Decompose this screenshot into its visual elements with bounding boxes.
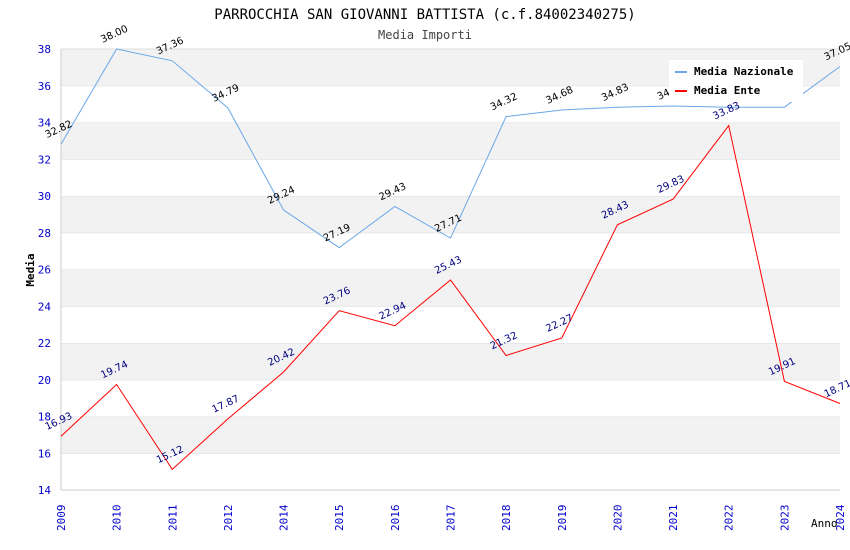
y-tick-label: 24 bbox=[38, 300, 52, 313]
y-axis-ticks: 14 16 18 20 22 24 26 28 30 32 34 36 38 bbox=[38, 43, 52, 497]
chart-title: PARROCCHIA SAN GIOVANNI BATTISTA (c.f.84… bbox=[214, 7, 635, 23]
series-lines bbox=[60, 48, 841, 471]
x-axis-label: Anno bbox=[811, 517, 838, 530]
x-tick-label: 2019 bbox=[556, 505, 569, 532]
grid-band bbox=[61, 416, 840, 454]
y-tick-label: 28 bbox=[38, 227, 51, 240]
legend-label-media-nazionale: Media Nazionale bbox=[694, 65, 794, 78]
grid-band bbox=[61, 159, 840, 196]
x-tick-label: 2024 bbox=[834, 504, 847, 531]
y-tick-label: 14 bbox=[38, 484, 52, 497]
x-tick-label: 2011 bbox=[166, 505, 179, 532]
x-tick-label: 2023 bbox=[778, 505, 791, 532]
grid-band bbox=[61, 343, 840, 380]
x-tick-label: 2014 bbox=[278, 504, 291, 531]
x-tick-label: 2009 bbox=[55, 505, 68, 532]
grid-band bbox=[61, 196, 840, 233]
grid-band bbox=[61, 232, 840, 270]
y-axis-label: Media bbox=[24, 253, 37, 286]
y-tick-label: 18 bbox=[38, 411, 51, 424]
y-tick-label: 20 bbox=[38, 374, 51, 387]
grid-band bbox=[61, 122, 840, 160]
legend-background bbox=[669, 60, 803, 102]
chart-subtitle: Media Importi bbox=[378, 28, 472, 42]
x-tick-label: 2015 bbox=[333, 505, 346, 532]
x-axis-ticks: 2009 2010 2011 2012 2014 2015 2016 2017 2018 2019… bbox=[55, 504, 847, 531]
grid-band bbox=[61, 269, 840, 307]
y-tick-label: 22 bbox=[38, 337, 51, 350]
x-tick-label: 2022 bbox=[723, 505, 736, 532]
x-tick-label: 2018 bbox=[500, 505, 513, 531]
legend: Media Nazionale Media Ente bbox=[669, 60, 803, 102]
x-tick-label: 2020 bbox=[611, 505, 624, 532]
grid-band bbox=[61, 379, 840, 417]
y-tick-label: 30 bbox=[38, 190, 51, 203]
grid-band bbox=[61, 453, 840, 490]
x-tick-label: 2021 bbox=[667, 505, 680, 532]
y-tick-label: 16 bbox=[38, 447, 51, 460]
y-tick-label: 38 bbox=[38, 43, 51, 56]
grid-band bbox=[61, 306, 840, 343]
y-tick-label: 34 bbox=[38, 117, 52, 130]
data-label: 38.00 bbox=[99, 24, 130, 46]
y-tick-label: 36 bbox=[38, 80, 51, 93]
data-label: 34 bbox=[656, 87, 672, 102]
x-tick-label: 2017 bbox=[445, 505, 458, 532]
x-tick-label: 2016 bbox=[389, 505, 402, 532]
x-tick-label: 2010 bbox=[111, 505, 124, 532]
series-line-media-ente bbox=[60, 124, 841, 471]
y-tick-label: 26 bbox=[38, 264, 51, 277]
x-tick-label: 2012 bbox=[222, 505, 235, 532]
legend-label-media-ente: Media Ente bbox=[694, 84, 761, 97]
series-line-media-nazionale bbox=[60, 48, 841, 249]
y-tick-label: 32 bbox=[38, 153, 51, 166]
